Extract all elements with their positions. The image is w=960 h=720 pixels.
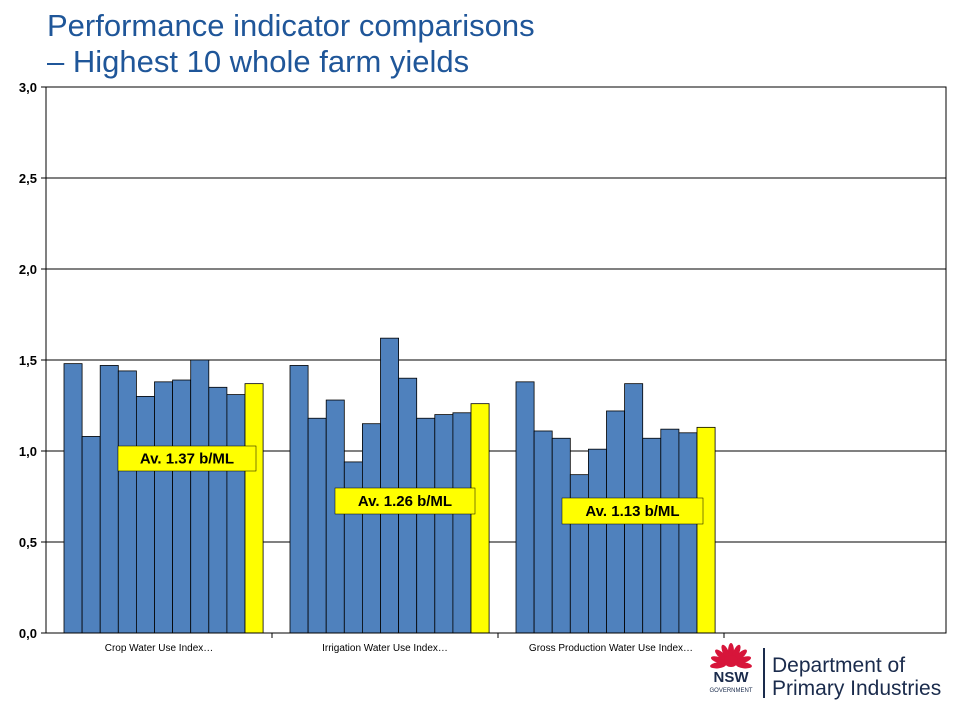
- bar: [588, 448, 607, 634]
- average-bar: [696, 426, 716, 634]
- average-label: Av. 1.37 b/ML: [140, 451, 234, 468]
- waratah-petal: [735, 656, 752, 664]
- bar: [343, 461, 363, 634]
- waratah-petal: [734, 649, 747, 662]
- y-tick-label: 1,0: [19, 444, 37, 459]
- y-tick-label: 3,0: [19, 80, 37, 95]
- average-label-box: [561, 497, 704, 525]
- y-tick-label: 1,5: [19, 353, 37, 368]
- bar: [63, 363, 83, 634]
- x-category-label: Gross Production Water Use Index…: [529, 643, 693, 654]
- waratah-petal: [715, 649, 728, 662]
- bar: [154, 381, 174, 634]
- bar: [678, 432, 698, 634]
- logo-dept-line1: Department of: [772, 654, 905, 677]
- average-bar: [470, 403, 490, 634]
- average-labels: Av. 1.37 b/ML Av. 1.26 b/ML Av. 1.13 b/ML: [117, 445, 704, 525]
- y-tick-label: 0,5: [19, 535, 37, 550]
- average-label: Av. 1.26 b/ML: [358, 493, 452, 510]
- bar: [289, 365, 309, 634]
- axes: 0,0 0,5 1,0 1,5 2,0 2,5 3,0 Crop Water Use Inde…: [19, 80, 947, 654]
- bar: [325, 399, 345, 634]
- waratah-petal: [735, 662, 752, 669]
- slide-title: Performance indicator comparisons – High…: [47, 8, 535, 79]
- bar: [660, 428, 680, 634]
- bar: [434, 414, 454, 634]
- x-category-label: Crop Water Use Index…: [105, 643, 214, 654]
- logo-divider: [763, 648, 765, 698]
- logo-government: GOVERNMENT: [709, 688, 752, 694]
- bar: [135, 395, 155, 634]
- average-label-box: [334, 487, 476, 515]
- average-label: Av. 1.13 b/ML: [585, 503, 679, 520]
- bar: [380, 337, 400, 634]
- waratah-icon: [710, 643, 752, 669]
- bar: [208, 386, 228, 634]
- bar: [99, 365, 119, 634]
- bar: [361, 423, 381, 634]
- logo-nsw: NSW: [714, 669, 750, 686]
- average-bar: [244, 383, 264, 634]
- bar: [452, 412, 472, 634]
- x-category-label: Irrigation Water Use Index…: [322, 643, 448, 654]
- bar: [117, 370, 137, 634]
- bar: [533, 430, 553, 634]
- bar: [416, 417, 436, 634]
- y-tick-label: 2,0: [19, 262, 37, 277]
- bar: [81, 436, 101, 634]
- logo-dept-line2: Primary Industries: [772, 677, 941, 700]
- plot-border: [45, 86, 947, 634]
- bar: [190, 359, 210, 634]
- y-tick-label: 0,0: [19, 626, 37, 641]
- bar: [307, 417, 327, 634]
- y-tick-label: 2,5: [19, 171, 37, 186]
- waratah-petal: [710, 656, 727, 664]
- nsw-dpi-logo: NSW GOVERNMENT Department of Primary Ind…: [709, 643, 941, 700]
- bar: [515, 381, 535, 634]
- waratah-petal: [710, 662, 727, 669]
- bar: [642, 437, 662, 634]
- bar: [226, 394, 246, 634]
- average-label-box: [117, 445, 257, 472]
- waratah-core: [724, 655, 738, 667]
- bar: [172, 379, 192, 634]
- bar: [551, 437, 571, 634]
